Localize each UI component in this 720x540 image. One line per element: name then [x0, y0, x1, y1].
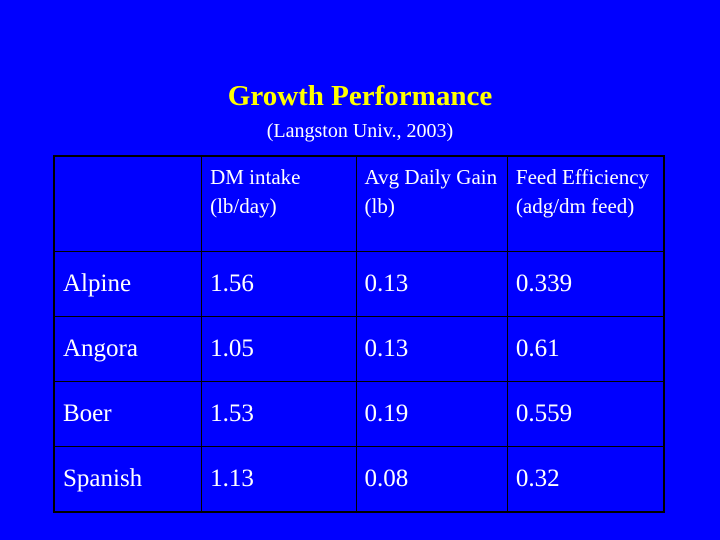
avg-daily-gain-cell: 0.19 [355, 381, 508, 447]
dm-intake-cell: 1.53 [201, 381, 357, 447]
dm-intake-cell: 1.56 [201, 251, 357, 317]
feed-efficiency-cell: 0.61 [506, 316, 665, 382]
avg-daily-gain-cell: 0.13 [355, 316, 508, 382]
table-row: Spanish 1.13 0.08 0.32 [53, 446, 665, 513]
dm-intake-cell: 1.13 [201, 446, 357, 513]
breed-cell: Alpine [53, 251, 203, 317]
table-header-row: DM intake (lb/day) Avg Daily Gain (lb) F… [53, 155, 665, 252]
feed-efficiency-cell: 0.559 [506, 381, 665, 447]
breed-cell: Spanish [53, 446, 203, 513]
table-row: Alpine 1.56 0.13 0.339 [53, 251, 665, 317]
breed-cell: Boer [53, 381, 203, 447]
dm-intake-cell: 1.05 [201, 316, 357, 382]
header-dm-intake: DM intake (lb/day) [201, 155, 357, 252]
breed-cell: Angora [53, 316, 203, 382]
table-row: Angora 1.05 0.13 0.61 [53, 316, 665, 382]
header-avg-daily-gain: Avg Daily Gain (lb) [355, 155, 508, 252]
slide-title: Growth Performance [227, 80, 493, 112]
feed-efficiency-cell: 0.32 [506, 446, 665, 513]
slide-subtitle: (Langston Univ., 2003) [266, 120, 454, 142]
header-feed-efficiency: Feed Efficiency (adg/dm feed) [506, 155, 665, 252]
feed-efficiency-cell: 0.339 [506, 251, 665, 317]
growth-performance-table: DM intake (lb/day) Avg Daily Gain (lb) F… [53, 155, 665, 513]
avg-daily-gain-cell: 0.08 [355, 446, 508, 513]
header-empty-cell [53, 155, 203, 252]
table-row: Boer 1.53 0.19 0.559 [53, 381, 665, 447]
avg-daily-gain-cell: 0.13 [355, 251, 508, 317]
